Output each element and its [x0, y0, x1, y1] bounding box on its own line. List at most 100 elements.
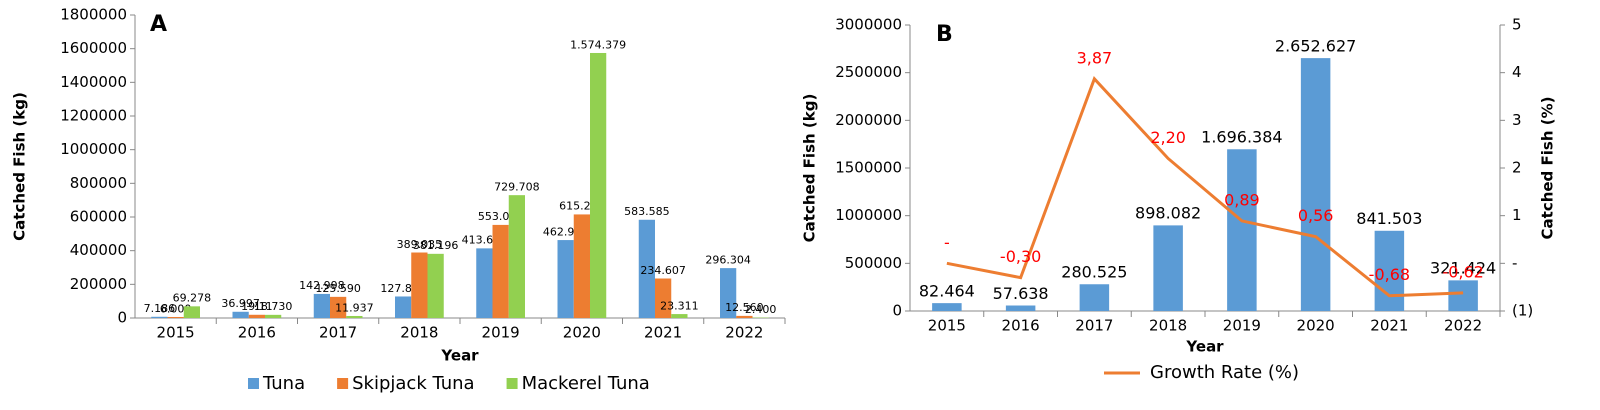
y-tick-label: 1800000: [60, 6, 127, 24]
line: [946, 76, 1464, 298]
y-tick-label: 2000000: [835, 111, 902, 129]
line-value-label: 3,87: [1077, 48, 1113, 67]
y-tick-label: 0: [117, 309, 127, 327]
bar-value-label: 125.590: [315, 282, 361, 295]
legend-label: Tuna: [262, 373, 305, 394]
x-tick-label: 2015: [157, 324, 195, 342]
y-axis-label: Catched Fish (kg): [801, 94, 819, 243]
bar: [671, 314, 688, 318]
x-tick-label: 2020: [563, 324, 601, 342]
y-tick-label: 3000000: [835, 16, 902, 34]
bar: [265, 314, 282, 318]
legend-label: Growth Rate (%): [1150, 362, 1299, 383]
panel-label: B: [936, 22, 953, 47]
bar-value-label: 142.998: [299, 279, 345, 292]
legend-label: Skipjack Tuna: [352, 373, 474, 394]
bar-value-label: 729.708: [494, 180, 540, 193]
chart-panel: B 0 500000 1000000 1500000 2000000 2500000 3000…: [801, 16, 1557, 384]
x-tick-label: 2016: [238, 324, 276, 342]
line-value-label: -0,68: [1369, 265, 1410, 284]
bar-value-label: 2.400: [745, 303, 777, 316]
bar-value-label: 7.186: [144, 302, 176, 315]
bar-value-label: 1.696.384: [1201, 128, 1282, 147]
bar: [395, 296, 412, 318]
bar-value-label: 898.082: [1135, 204, 1201, 223]
bar: [932, 303, 962, 311]
bar: [1079, 284, 1110, 311]
bar: [590, 52, 607, 319]
x-tick-label: 2021: [1370, 317, 1408, 335]
bar-value-label: 381.196: [413, 239, 459, 252]
y2-tick-label: (1): [1512, 302, 1533, 320]
x-tick-label: 2018: [1149, 317, 1187, 335]
bar-value-label: 6.000: [160, 302, 192, 315]
x-tick-label: 2022: [1444, 317, 1482, 335]
bar: [1227, 149, 1257, 311]
bar: [411, 252, 428, 318]
line-value-label: -0,30: [1000, 247, 1041, 266]
line-value-label: 0,56: [1298, 206, 1334, 225]
bar: [427, 253, 444, 318]
bar: [183, 306, 200, 318]
x-tick-label: 2020: [1297, 317, 1335, 335]
bar: [151, 316, 168, 318]
y-tick-label: 1400000: [60, 73, 127, 91]
bar-value-label: 389.035: [397, 238, 443, 251]
bar-value-label: 36.997: [221, 297, 260, 310]
x-tick-label: 2019: [1223, 317, 1261, 335]
bar-value-label: 57.638: [993, 284, 1049, 303]
bar: [1300, 58, 1331, 311]
bar-value-label: 583.585: [624, 205, 670, 218]
bar: [638, 219, 655, 318]
bar: [346, 315, 363, 318]
x-axis-label: Year: [440, 347, 479, 365]
bar-value-label: 19.11: [241, 300, 273, 313]
bar-value-label: 12.560: [725, 301, 764, 314]
bar-value-label: 69.278: [173, 292, 212, 305]
y-tick-label: 1500000: [835, 159, 902, 177]
bar-value-label: 82.464: [919, 281, 975, 300]
bar: [313, 293, 330, 318]
y-tick-label: 500000: [845, 254, 902, 272]
bar: [232, 311, 249, 318]
y2-axis-label: Catched Fish (%): [1539, 97, 1557, 240]
legend-swatch: [337, 378, 349, 389]
y2-tick-label: 2: [1512, 159, 1522, 177]
x-tick-label: 2022: [725, 324, 763, 342]
bar-value-label: 11.937: [335, 301, 374, 314]
y-tick-label: 800000: [70, 174, 127, 192]
bar: [557, 240, 574, 318]
x-tick-label: 2019: [482, 324, 520, 342]
bar: [1448, 280, 1478, 311]
bar: [508, 195, 525, 318]
panel-label: A: [150, 12, 167, 37]
bar: [492, 224, 509, 318]
bar: [573, 214, 590, 318]
legend-label: Mackerel Tuna: [522, 373, 650, 394]
y2-tick-label: 4: [1512, 63, 1522, 81]
x-axis-label: Year: [1185, 338, 1224, 356]
y-axis-label: Catched Fish (kg): [11, 92, 29, 241]
y2-tick-label: 3: [1512, 111, 1522, 129]
y-tick-label: 600000: [70, 208, 127, 226]
y-tick-label: 1200000: [60, 107, 127, 125]
chart-panel: A 0 200000 400000 600000 800000 1000000 1200000…: [11, 6, 786, 394]
line-value-label: -: [944, 233, 950, 252]
y2-tick-label: 5: [1512, 16, 1522, 34]
bar: [167, 316, 184, 318]
bar-value-label: 296.304: [705, 253, 751, 266]
bar: [1005, 305, 1036, 311]
bar-value-label: 234.607: [640, 264, 686, 277]
y-tick-label: 200000: [70, 275, 127, 293]
bar: [720, 268, 737, 318]
bar-value-label: 1.574.379: [570, 38, 626, 51]
legend-swatch: [506, 378, 518, 389]
y-tick-label: 1000000: [835, 206, 902, 224]
x-tick-label: 2015: [928, 317, 966, 335]
bar-value-label: 2.652.627: [1275, 36, 1356, 55]
y2-tick-label: 1: [1512, 206, 1522, 224]
bar: [1374, 230, 1405, 311]
y-tick-label: 0: [892, 302, 902, 320]
y2-tick-label: -: [1512, 254, 1517, 272]
